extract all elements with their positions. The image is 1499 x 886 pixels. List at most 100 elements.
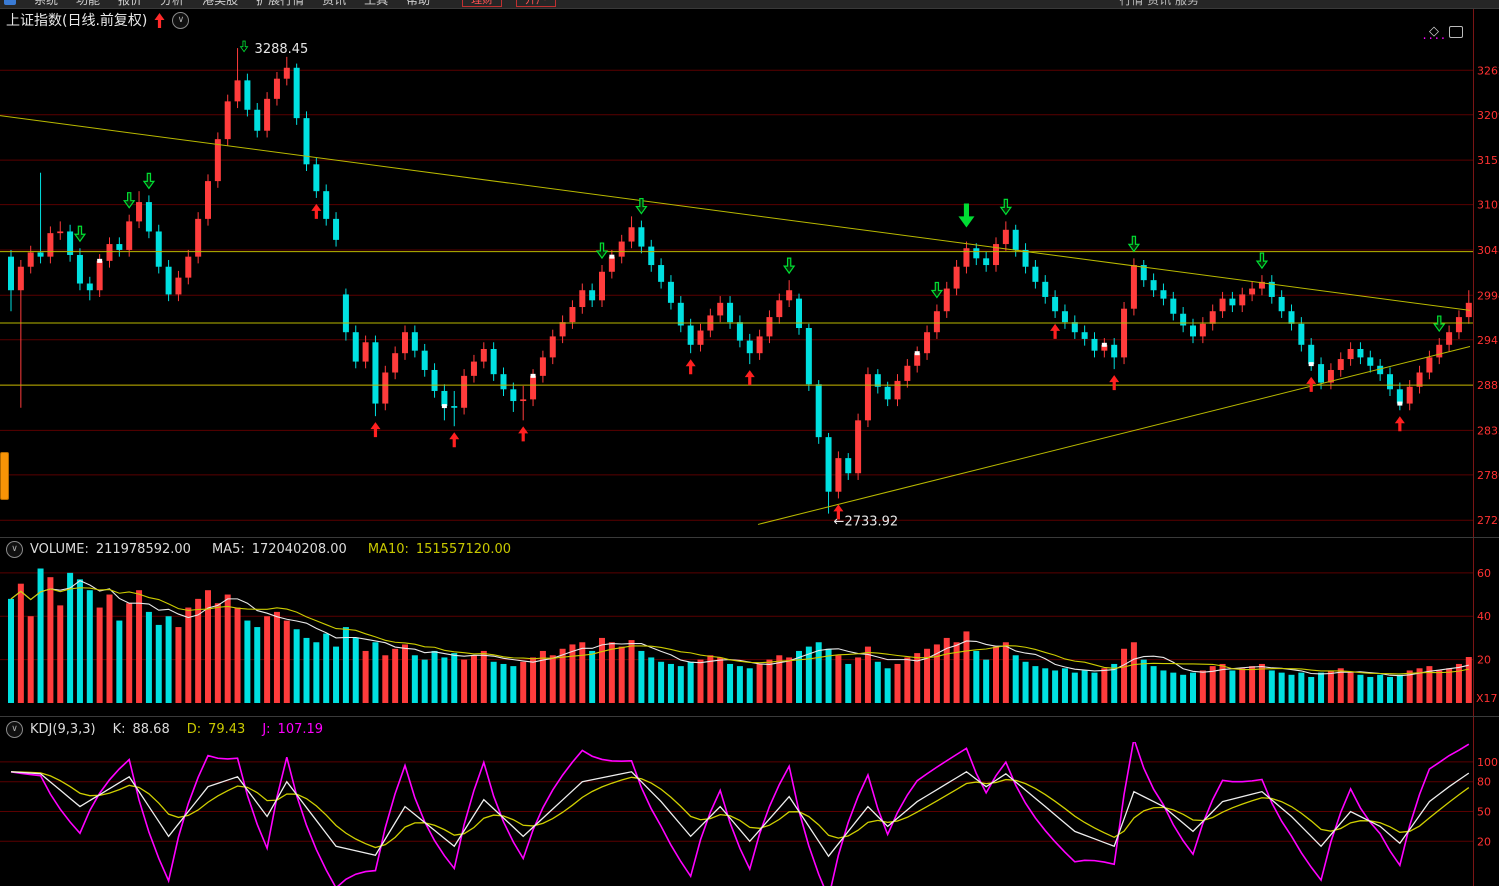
- diagonal-trendline[interactable]: [757, 345, 1471, 525]
- candle-body: [1327, 369, 1334, 383]
- volume-bar: [392, 648, 399, 703]
- volume-bar: [520, 661, 527, 703]
- candle-body: [1387, 374, 1393, 390]
- volume-bar: [1219, 663, 1226, 703]
- volume-bar: [76, 579, 83, 703]
- menu-item[interactable]: 报价: [118, 0, 142, 8]
- menu-item[interactable]: 资讯: [322, 0, 346, 8]
- candle-body: [1071, 322, 1078, 333]
- candle-body: [845, 458, 852, 474]
- volume-bar: [805, 646, 812, 703]
- candle-body: [86, 283, 93, 291]
- volume-bar: [1101, 668, 1108, 703]
- menu-quick-button[interactable]: 理财: [462, 0, 503, 7]
- volume-ma10-value: 151557120.00: [415, 542, 511, 557]
- candle-body: [1012, 229, 1019, 250]
- candle-body: [667, 281, 674, 303]
- volume-bar: [943, 637, 950, 703]
- collapse-main-panel-button[interactable]: ∨: [172, 11, 190, 29]
- menu-item[interactable]: 扩展行情: [256, 0, 304, 8]
- candle-body: [1121, 308, 1128, 358]
- diagonal-trendline[interactable]: [0, 115, 1471, 311]
- candle-body: [658, 265, 665, 282]
- candle-body: [1140, 265, 1147, 281]
- drawn-lines-layer: [0, 115, 1473, 525]
- menu-item[interactable]: 分析: [160, 0, 184, 8]
- collapse-volume-panel-button[interactable]: ∨: [6, 541, 23, 558]
- sell-signal-arrow-icon: [142, 172, 156, 190]
- volume-bar: [1377, 674, 1384, 703]
- volume-bar: [1071, 672, 1078, 703]
- candle-body: [323, 191, 330, 219]
- candle-body: [1150, 280, 1157, 291]
- volume-bar: [1170, 672, 1177, 703]
- candle-body: [96, 260, 103, 291]
- candle-body: [894, 380, 901, 400]
- candle-body: [736, 322, 743, 341]
- volume-bar: [1061, 668, 1068, 703]
- candle-body: [1406, 386, 1413, 404]
- candle-body: [480, 348, 487, 362]
- sell-signal-arrow-icon: [930, 281, 944, 299]
- volume-bars-layer: [8, 568, 1472, 703]
- volume-bar: [746, 668, 753, 703]
- volume-bar: [569, 644, 576, 703]
- volume-bar: [411, 655, 418, 703]
- volume-bar: [579, 642, 586, 703]
- kdj-lines-layer: [10, 742, 1470, 886]
- candle-body: [1190, 325, 1196, 337]
- white-dot-marker: [1308, 362, 1314, 367]
- candle-body: [1111, 344, 1118, 358]
- buy-signal-arrow-icon: [518, 426, 529, 442]
- menu-item[interactable]: 港美股: [202, 0, 238, 8]
- diamond-tool-icon[interactable]: ◇: [1429, 24, 1439, 39]
- candle-body: [884, 386, 891, 400]
- candle-body: [608, 256, 615, 272]
- scroll-anchor-marker[interactable]: [0, 452, 9, 500]
- candle-body: [411, 332, 418, 351]
- price-axis-label: 2994: [1477, 289, 1499, 302]
- volume-bar: [352, 637, 359, 703]
- candle-body: [1239, 294, 1246, 306]
- volume-bar: [549, 655, 556, 703]
- menu-item[interactable]: 工具: [364, 0, 388, 8]
- candle-body: [539, 357, 546, 376]
- menu-item[interactable]: 帮助: [406, 0, 430, 8]
- volume-bar: [796, 650, 802, 703]
- window-tool-icon[interactable]: [1449, 25, 1463, 38]
- candle-body: [195, 218, 202, 257]
- volume-ma10-line: [10, 587, 1469, 675]
- candle-body: [264, 98, 271, 131]
- menu-item[interactable]: 系统: [34, 0, 58, 8]
- candle-body: [333, 218, 340, 240]
- volume-bar: [1367, 676, 1374, 703]
- candle-body: [796, 298, 802, 329]
- menu-item[interactable]: 功能: [76, 0, 100, 8]
- collapse-kdj-panel-button[interactable]: ∨: [6, 721, 23, 738]
- price-axis-label: 3102: [1477, 199, 1499, 212]
- volume-bar: [47, 577, 54, 703]
- buy-signal-arrow-icon: [1109, 375, 1120, 391]
- candle-body: [67, 231, 74, 255]
- candle-body: [8, 256, 14, 291]
- candle-body: [1199, 323, 1206, 337]
- menu-quick-button[interactable]: 开户: [516, 0, 557, 7]
- volume-bar: [1278, 672, 1285, 703]
- price-axis-label: 3155: [1477, 154, 1499, 167]
- candle-body: [1042, 281, 1049, 297]
- volume-bar: [608, 642, 615, 703]
- price-axis-label: 3048: [1477, 244, 1499, 257]
- candle-body: [510, 389, 517, 402]
- volume-bar: [1130, 642, 1137, 703]
- volume-bar: [1199, 670, 1206, 703]
- candle-body: [697, 330, 704, 345]
- volume-bar: [1455, 663, 1462, 703]
- up-arrow-icon: [154, 12, 165, 28]
- volume-bar: [973, 650, 980, 703]
- volume-bar: [342, 627, 349, 703]
- candle-body: [973, 248, 980, 259]
- volume-bar: [1357, 674, 1364, 703]
- volume-ma10-label: MA10:: [367, 542, 409, 557]
- volume-bar: [638, 650, 645, 703]
- volume-bar: [1268, 670, 1275, 703]
